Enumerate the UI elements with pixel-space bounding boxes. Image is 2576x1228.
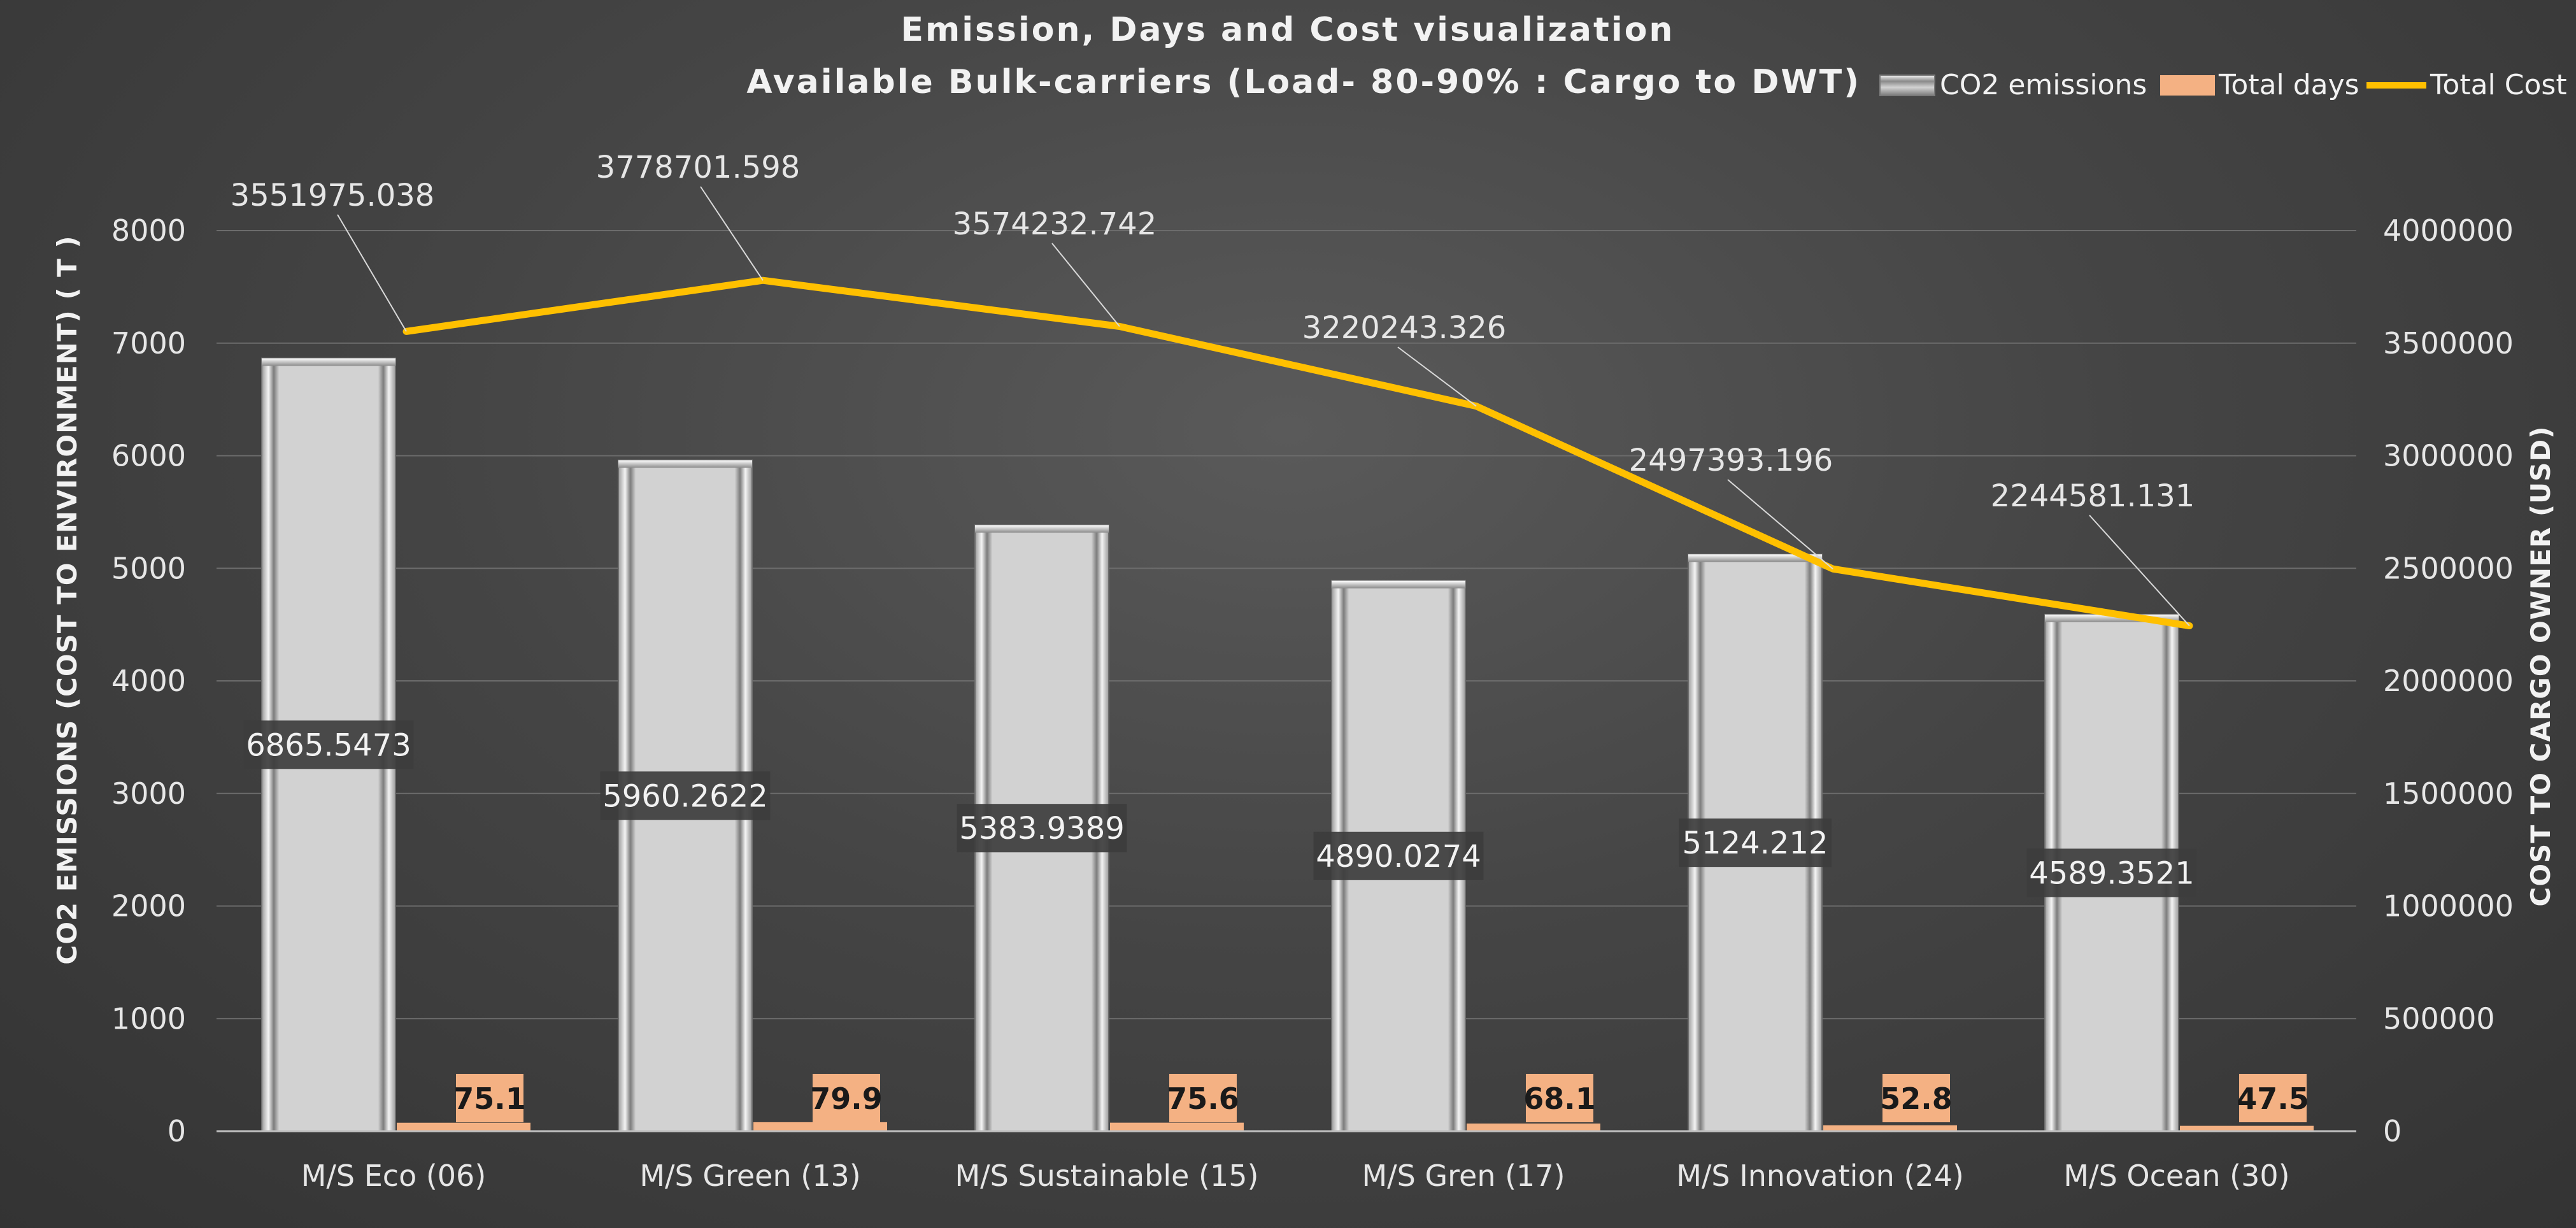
days-label-box — [1882, 1074, 1950, 1122]
left-tick-label: 8000 — [111, 213, 186, 248]
right-axis-title: COST TO CARGO OWNER (USD) — [2525, 426, 2556, 907]
left-tick-label: 6000 — [111, 439, 186, 473]
cost-data-label: 3551975.038 — [231, 178, 435, 213]
cost-data-label: 3574232.742 — [953, 206, 1157, 242]
legend-label-cost: Total Cost — [2430, 69, 2567, 101]
right-axis-ticks: 0 500000 1000000 1500000 2000000 2500000 30000… — [2383, 213, 2514, 1148]
cost-leader-line — [337, 214, 407, 332]
legend-item-days: Total days — [2160, 69, 2359, 101]
legend-item-co2: CO2 emissions — [1879, 69, 2147, 101]
left-tick-label: 5000 — [111, 551, 186, 585]
co2-data-label: 4890.0274 — [1316, 839, 1481, 875]
right-tick-label: 0 — [2383, 1114, 2402, 1148]
legend-swatch-co2 — [1879, 75, 1935, 96]
category-label: M/S Ocean (30) — [2063, 1159, 2289, 1193]
left-tick-label: 0 — [167, 1114, 186, 1148]
days-data-label: 75.6 — [1167, 1082, 1239, 1116]
days-bar — [753, 1122, 887, 1131]
days-label-box — [2239, 1074, 2307, 1122]
right-tick-label: 1000000 — [2383, 889, 2514, 924]
legend-label-days: Total days — [2218, 69, 2359, 101]
cost-data-label: 2244581.131 — [1991, 478, 2195, 514]
cost-data-labels: 3551975.038 3778701.598 3574232.742 3220243… — [231, 150, 2195, 627]
co2-data-labels: 6865.5473 5960.2622 5383.9389 4890.0274 5124… — [243, 720, 2197, 897]
days-data-label: 68.1 — [1523, 1082, 1596, 1116]
co2-bar-cap — [1332, 580, 1465, 589]
days-bar — [2180, 1125, 2314, 1131]
gridlines — [217, 230, 2356, 1020]
days-data-label: 79.9 — [810, 1082, 883, 1116]
co2-label-box — [1313, 831, 1484, 880]
co2-data-label: 4589.3521 — [2029, 855, 2195, 891]
left-tick-label: 2000 — [111, 889, 186, 924]
category-labels: M/S Eco (06) M/S Green (13) M/S Sustainabl… — [301, 1159, 2290, 1193]
right-tick-label: 3500000 — [2383, 326, 2514, 361]
left-tick-label: 3000 — [111, 776, 186, 811]
legend: CO2 emissions Total days Total Cost — [1879, 69, 2567, 101]
legend-swatch-days — [2160, 75, 2215, 96]
cost-data-label: 2497393.196 — [1629, 443, 1833, 478]
left-tick-label: 7000 — [111, 326, 186, 361]
legend-label-co2: CO2 emissions — [1940, 69, 2147, 101]
co2-bars — [261, 357, 2179, 1132]
right-tick-label: 3000000 — [2383, 439, 2514, 473]
cost-leader-line — [1397, 346, 1477, 407]
co2-bar-cap — [618, 460, 752, 468]
cost-leader-line — [1051, 243, 1120, 327]
right-tick-label: 2500000 — [2383, 551, 2514, 585]
category-label: M/S Sustainable (15) — [955, 1159, 1258, 1193]
days-data-label: 75.1 — [453, 1082, 526, 1116]
right-tick-label: 2000000 — [2383, 664, 2514, 698]
cost-leader-line — [2089, 515, 2190, 627]
days-label-box — [1169, 1074, 1237, 1122]
cost-data-label: 3778701.598 — [596, 150, 801, 185]
cost-line — [402, 276, 2193, 630]
co2-data-label: 5960.2622 — [602, 778, 768, 814]
left-axis-ticks: 0 1000 2000 3000 4000 5000 6000 7000 8000 — [111, 213, 186, 1148]
cost-leader-line — [1727, 479, 1833, 569]
left-tick-label: 4000 — [111, 664, 186, 698]
cost-leader-line — [700, 186, 764, 281]
co2-label-box — [2026, 848, 2197, 897]
co2-data-label: 5124.212 — [1682, 825, 1828, 861]
days-data-labels: 75.1 79.9 75.6 68.1 52.8 47.5 — [453, 1074, 2309, 1122]
days-label-box — [1526, 1074, 1593, 1122]
days-label-box — [456, 1074, 523, 1122]
cost-data-label: 3220243.326 — [1302, 310, 1507, 346]
days-bars — [397, 1122, 2314, 1131]
chart-title: Emission, Days and Cost visualization — [901, 11, 1675, 49]
co2-data-label: 5383.9389 — [959, 811, 1125, 846]
days-bar — [1823, 1125, 1957, 1131]
co2-label-box — [957, 804, 1127, 853]
co2-bar-cap — [262, 358, 395, 366]
left-axis-title: CO2 EMISSIONS (COST TO ENVIRONMENT) ( T … — [52, 235, 83, 964]
category-label: M/S Eco (06) — [301, 1159, 487, 1193]
days-bar — [397, 1122, 530, 1131]
days-bar — [1467, 1123, 1600, 1131]
days-data-label: 47.5 — [2237, 1082, 2309, 1116]
co2-bar-cap — [1688, 554, 1822, 562]
right-tick-label: 500000 — [2383, 1001, 2495, 1036]
co2-label-box — [600, 771, 771, 820]
legend-item-cost: Total Cost — [2366, 69, 2567, 101]
co2-data-label: 6865.5473 — [246, 727, 411, 763]
chart-subtitle: Available Bulk-carriers (Load- 80-90% : … — [746, 63, 1861, 101]
co2-label-box — [1679, 818, 1832, 867]
co2-label-box — [243, 720, 414, 769]
left-tick-label: 1000 — [111, 1001, 186, 1036]
category-label: M/S Innovation (24) — [1676, 1159, 1964, 1193]
days-data-label: 52.8 — [1880, 1082, 1953, 1116]
category-label: M/S Gren (17) — [1362, 1159, 1565, 1193]
co2-bar-cap — [975, 525, 1109, 533]
days-bar — [1110, 1122, 1244, 1131]
right-tick-label: 4000000 — [2383, 213, 2514, 248]
days-label-box — [813, 1074, 880, 1122]
right-tick-label: 1500000 — [2383, 776, 2514, 811]
category-label: M/S Green (13) — [639, 1159, 860, 1193]
